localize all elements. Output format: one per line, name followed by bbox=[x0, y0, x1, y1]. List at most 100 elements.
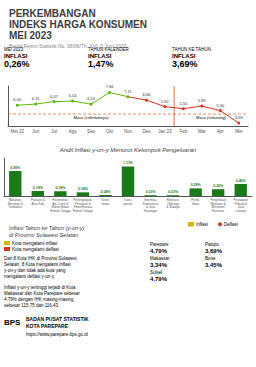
svg-text:Berita Resmi Statistik No. 08/: Berita Resmi Statistik No. 08/06/Th. XVI… bbox=[9, 42, 127, 49]
svg-text:Mei 22: Mei 22 bbox=[10, 129, 24, 134]
svg-text:Bone: Bone bbox=[205, 256, 216, 261]
svg-text:INFLASI: INFLASI bbox=[4, 53, 28, 59]
svg-text:KOTA PAREPARE: KOTA PAREPARE bbox=[26, 323, 69, 329]
svg-text:Okt: Okt bbox=[106, 129, 114, 134]
svg-text:Minuman &: Minuman & bbox=[7, 201, 23, 206]
svg-text:Ags: Ags bbox=[69, 129, 78, 134]
svg-text:hatan: hatan bbox=[102, 201, 110, 205]
svg-text:0.04%: 0.04% bbox=[100, 190, 111, 194]
svg-text:Makanan &: Makanan & bbox=[210, 201, 226, 206]
svg-text:& Budaya: & Budaya bbox=[167, 205, 180, 209]
svg-text:0.46%: 0.46% bbox=[236, 179, 247, 183]
svg-text:Mar: Mar bbox=[198, 129, 206, 134]
svg-text:Olahraga: Olahraga bbox=[166, 201, 180, 206]
svg-text:INFLASI: INFLASI bbox=[88, 53, 112, 59]
svg-text:mengalami deflasi y-on-y.: mengalami deflasi y-on-y. bbox=[4, 274, 55, 279]
svg-text:4,79%: 4,79% bbox=[150, 276, 168, 282]
svg-text:0.19%: 0.19% bbox=[33, 186, 44, 190]
svg-text:5.89: 5.89 bbox=[198, 98, 207, 103]
svg-text:1.13%: 1.13% bbox=[123, 161, 134, 165]
svg-text:0.03%: 0.03% bbox=[168, 190, 179, 194]
svg-text:3,45%: 3,45% bbox=[205, 262, 223, 268]
svg-text:PERKEMBANGAN: PERKEMBANGAN bbox=[9, 8, 96, 19]
svg-text:Selatan, 8 Kota mengalami infl: Selatan, 8 Kota mengalami inflasi bbox=[4, 262, 71, 267]
svg-text:Nov: Nov bbox=[124, 129, 133, 134]
svg-text:sebesar 115.75 dan 116.43.: sebesar 115.75 dan 116.43. bbox=[4, 303, 59, 308]
svg-text:Andil Inflasi y-on-y Menurut K: Andil Inflasi y-on-y Menurut Kelompok Pe… bbox=[59, 147, 197, 153]
svg-text:Jan 23: Jan 23 bbox=[158, 129, 172, 134]
svg-text:5.30: 5.30 bbox=[216, 103, 225, 108]
svg-text:BPS: BPS bbox=[4, 318, 21, 327]
svg-text:Inflasi: Inflasi bbox=[196, 222, 208, 227]
svg-text:Feb: Feb bbox=[180, 129, 188, 134]
svg-text:Rumah Tangga: Rumah Tangga bbox=[50, 209, 71, 213]
svg-text:6.47: 6.47 bbox=[50, 94, 59, 99]
svg-text:6.54: 6.54 bbox=[69, 93, 78, 98]
svg-text:5.55: 5.55 bbox=[179, 101, 188, 106]
svg-text:Kota mengalami deflasi: Kota mengalami deflasi bbox=[12, 247, 59, 252]
svg-text:Masa (sekarang): Masa (sekarang) bbox=[196, 115, 227, 120]
svg-text:Air, Listrik &: Air, Listrik & bbox=[52, 201, 69, 206]
svg-text:Des: Des bbox=[142, 129, 151, 134]
svg-text:Mei: Mei bbox=[235, 129, 242, 134]
svg-text:6.66: 6.66 bbox=[143, 92, 152, 97]
svg-text:6.00: 6.00 bbox=[13, 97, 22, 102]
svg-text:Sep: Sep bbox=[87, 129, 96, 134]
svg-text:Apr: Apr bbox=[217, 129, 225, 134]
svg-text:Alas Kaki: Alas Kaki bbox=[32, 201, 45, 205]
svg-text:Tembakau: Tembakau bbox=[8, 205, 22, 209]
svg-text:4,79%: 4,79% bbox=[150, 248, 168, 254]
svg-text:Keuangan: Keuangan bbox=[144, 209, 158, 213]
svg-text:Parepare: Parepare bbox=[150, 242, 169, 247]
svg-text:0.03%: 0.03% bbox=[146, 190, 157, 194]
svg-text:MEI 2023: MEI 2023 bbox=[4, 47, 24, 52]
svg-text:6.15: 6.15 bbox=[32, 96, 41, 101]
svg-text:MEI 2023: MEI 2023 bbox=[9, 30, 52, 41]
svg-text:4,79% dengan IHK masing-masing: 4,79% dengan IHK masing-masing bbox=[4, 297, 74, 302]
svg-text:Dari 8 Kota IHK di Provinsi Su: Dari 8 Kota IHK di Provinsi Sulawesi bbox=[4, 256, 77, 261]
svg-text:INDEKS HARGA KONSUMEN: INDEKS HARGA KONSUMEN bbox=[9, 19, 147, 30]
svg-text:Komunikasi: Komunikasi bbox=[142, 201, 159, 206]
svg-text:Deflasi: Deflasi bbox=[224, 222, 238, 227]
svg-text:0.26%: 0.26% bbox=[213, 184, 224, 188]
svg-text:0.14%: 0.14% bbox=[78, 187, 89, 191]
svg-text:https://www.parepare.bps.go.id: https://www.parepare.bps.go.id bbox=[26, 332, 88, 337]
svg-text:Makassar dan Kota Parepare seb: Makassar dan Kota Parepare sebesar bbox=[4, 291, 80, 296]
svg-text:0.29%: 0.29% bbox=[191, 183, 202, 187]
svg-text:INFLASI: INFLASI bbox=[172, 53, 196, 59]
svg-text:y-on-y dan tidak ada kota yang: y-on-y dan tidak ada kota yang bbox=[4, 268, 66, 273]
svg-text:Makanan,: Makanan, bbox=[8, 198, 22, 202]
svg-text:7.11: 7.11 bbox=[124, 89, 132, 94]
svg-text:TAHUN KALENDER: TAHUN KALENDER bbox=[88, 47, 129, 52]
svg-text:Restoran: Restoran bbox=[212, 209, 225, 213]
svg-text:1,47%: 1,47% bbox=[88, 59, 114, 69]
svg-text:Pribadi &: Pribadi & bbox=[234, 201, 247, 206]
svg-text:3.69: 3.69 bbox=[235, 115, 244, 120]
svg-text:dikan: dikan bbox=[192, 201, 200, 205]
svg-text:Palopo: Palopo bbox=[205, 242, 220, 247]
svg-text:6.14: 6.14 bbox=[87, 96, 96, 101]
svg-text:Kota mengalami inflasi: Kota mengalami inflasi bbox=[12, 241, 57, 246]
svg-text:0,26%: 0,26% bbox=[4, 59, 30, 69]
svg-text:3,69%: 3,69% bbox=[205, 248, 223, 254]
svg-text:portasi: portasi bbox=[123, 201, 132, 205]
svg-text:Jul: Jul bbox=[51, 129, 57, 134]
svg-text:Inflasi y-on-y tertinggi terja: Inflasi y-on-y tertinggi terjadi di Kota bbox=[4, 285, 76, 290]
svg-text:Jun: Jun bbox=[32, 129, 40, 134]
svg-text:BADAN PUSAT STATISTIK: BADAN PUSAT STATISTIK bbox=[26, 316, 89, 322]
svg-text:3,69%: 3,69% bbox=[172, 59, 198, 69]
svg-text:5.82: 5.82 bbox=[161, 99, 170, 104]
svg-text:Sulsel: Sulsel bbox=[150, 270, 162, 275]
svg-text:Peralatan &: Peralatan & bbox=[75, 201, 91, 206]
svg-text:7.66: 7.66 bbox=[106, 84, 115, 89]
svg-text:Rumah Tangga: Rumah Tangga bbox=[73, 209, 94, 213]
svg-text:3,34%: 3,34% bbox=[150, 262, 168, 268]
svg-text:Inflasi Tahun ke Tahun (y-on-y: Inflasi Tahun ke Tahun (y-on-y) bbox=[9, 225, 85, 231]
svg-text:0.18%: 0.18% bbox=[55, 186, 66, 190]
svg-text:0.95%: 0.95% bbox=[10, 166, 21, 170]
svg-text:Lainnya: Lainnya bbox=[235, 209, 246, 213]
svg-text:Masa (sebelumnya): Masa (sebelumnya) bbox=[74, 115, 110, 120]
svg-text:di Provinsi Sulawesi Selatan: di Provinsi Sulawesi Selatan bbox=[9, 232, 78, 238]
svg-text:Makassar: Makassar bbox=[150, 256, 170, 261]
svg-text:TAHUN KE TAHUN: TAHUN KE TAHUN bbox=[172, 47, 211, 52]
